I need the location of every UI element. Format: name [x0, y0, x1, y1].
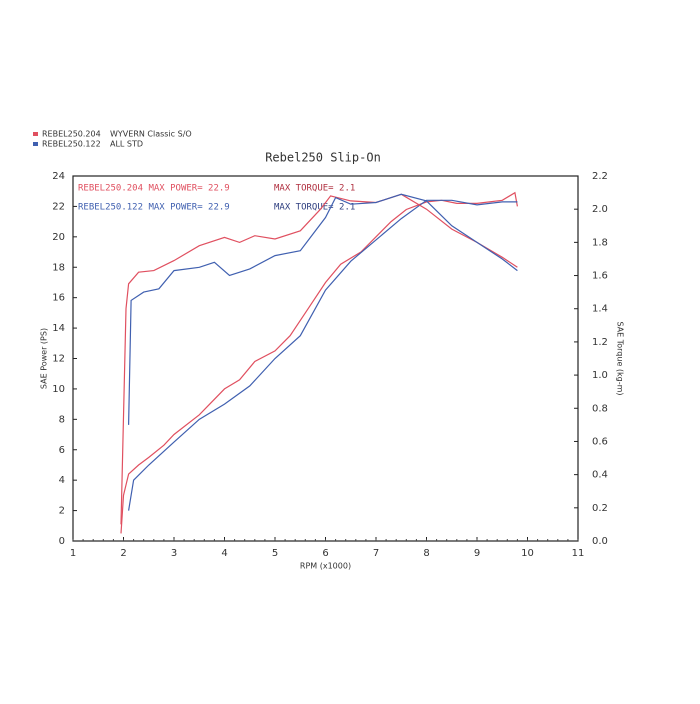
x-tick-label: 1 [70, 548, 76, 559]
y2-tick-label: 0.8 [592, 403, 608, 414]
x-tick-label: 6 [322, 548, 328, 559]
y-tick-label: 8 [59, 414, 65, 425]
data-line [120, 191, 518, 534]
y-tick-label: 10 [52, 384, 65, 395]
y2-tick-label: 0.4 [592, 470, 608, 481]
x-tick-label: 11 [572, 548, 585, 559]
y-tick-label: 24 [52, 171, 65, 182]
legend-description: ALL STD [110, 140, 143, 149]
legend-description: WYVERN Classic S/O [110, 130, 192, 139]
x-tick-label: 4 [221, 548, 227, 559]
y2-tick-label: 1.0 [592, 370, 608, 381]
y-tick-label: 16 [52, 293, 65, 304]
x-tick-label: 3 [171, 548, 177, 559]
data-line [128, 199, 518, 511]
y2-tick-label: 2.0 [592, 204, 608, 215]
data-line [128, 193, 518, 425]
y2-tick-label: 1.8 [592, 237, 608, 248]
x-tick-label: 5 [272, 548, 278, 559]
x-tick-label: 10 [521, 548, 534, 559]
y-tick-label: 12 [52, 354, 65, 365]
annotation: REBEL250.204 MAX POWER= 22.9 [78, 184, 230, 194]
y-tick-label: 18 [52, 262, 65, 273]
x-tick-label: 9 [474, 548, 480, 559]
chart-title: Rebel250 Slip-On [265, 151, 381, 165]
legend-label: REBEL250.204 [42, 130, 101, 139]
y2-tick-label: 0.6 [592, 436, 608, 447]
y-tick-label: 20 [52, 232, 65, 243]
y-tick-label: 14 [52, 323, 65, 334]
annotation: REBEL250.122 MAX POWER= 22.9 [78, 203, 230, 213]
x-tick-label: 2 [120, 548, 126, 559]
y2-tick-label: 1.6 [592, 271, 608, 282]
y2-tick-label: 2.2 [592, 171, 608, 182]
y2-tick-label: 1.4 [592, 304, 608, 315]
x-axis-label: RPM (x1000) [300, 562, 351, 571]
y-tick-label: 6 [59, 445, 65, 456]
y2-axis-label: SAE Torque (kg-m) [616, 321, 625, 395]
plot-frame [72, 175, 579, 542]
y-axis-label: SAE Power (PS) [40, 328, 49, 389]
y-tick-label: 22 [52, 201, 65, 212]
legend-swatch [33, 132, 38, 136]
x-tick-label: 8 [423, 548, 429, 559]
x-tick-label: 7 [373, 548, 379, 559]
y2-tick-label: 1.2 [592, 337, 608, 348]
annotation: MAX TORQUE= 2.1 [274, 184, 355, 194]
y2-tick-label: 0.0 [592, 536, 608, 547]
legend-swatch [33, 142, 38, 146]
y2-tick-label: 0.2 [592, 503, 608, 514]
legend-label: REBEL250.122 [42, 140, 101, 149]
y-tick-label: 4 [59, 475, 65, 486]
y-tick-label: 0 [59, 536, 65, 547]
data-line [120, 193, 518, 525]
y-tick-label: 2 [59, 506, 65, 517]
annotation: MAX TORQUE= 2.1 [274, 203, 355, 213]
